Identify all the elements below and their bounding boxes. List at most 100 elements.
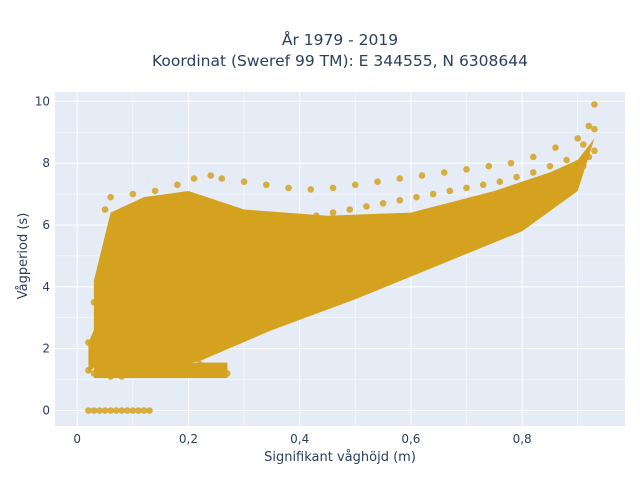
data-point [240, 298, 248, 306]
data-point [363, 241, 370, 249]
data-point [396, 232, 404, 240]
data-point [318, 274, 326, 281]
data-point [146, 237, 153, 244]
data-point [385, 252, 392, 260]
data-point [563, 184, 570, 192]
data-point [146, 407, 153, 414]
data-point [196, 246, 203, 254]
data-point [541, 196, 548, 204]
data-point [90, 407, 98, 414]
data-point [129, 371, 137, 379]
data-point [346, 206, 354, 213]
data-point [507, 159, 515, 167]
data-point [196, 360, 203, 368]
scatter-points [85, 101, 598, 414]
data-point [496, 203, 504, 210]
data-point [179, 230, 187, 238]
data-point [140, 370, 148, 377]
data-point [196, 227, 203, 235]
data-point [90, 370, 98, 377]
data-point [268, 234, 276, 241]
data-point [107, 407, 114, 414]
data-point [246, 221, 253, 229]
data-point [263, 220, 270, 227]
data-point [129, 314, 137, 322]
data-point [107, 326, 114, 334]
data-point [196, 314, 203, 322]
data-point [552, 144, 559, 151]
data-point [579, 162, 587, 170]
data-point [479, 181, 487, 189]
data-point [579, 141, 587, 148]
data-point [529, 169, 537, 176]
data-point [240, 178, 248, 185]
data-point [479, 209, 487, 216]
x-axis-label: Signifikant våghöjd (m) [264, 450, 416, 465]
data-point [212, 226, 220, 233]
data-point [129, 190, 137, 198]
data-point [174, 181, 181, 189]
data-point [518, 193, 526, 201]
data-point [407, 218, 415, 226]
data-point [351, 181, 359, 189]
data-point [107, 193, 114, 201]
data-point [379, 200, 387, 207]
data-point [196, 289, 203, 297]
data-point [263, 269, 270, 277]
data-point [296, 260, 303, 267]
data-point [463, 184, 470, 192]
data-point [340, 264, 348, 272]
y-tick-label: 6 [42, 218, 50, 232]
data-point [85, 407, 92, 414]
data-point [240, 237, 248, 244]
data-point [307, 186, 315, 193]
data-point [413, 193, 420, 201]
data-point [279, 264, 287, 272]
data-point [123, 407, 131, 414]
y-tick-label: 10 [35, 94, 50, 108]
data-point [151, 367, 159, 374]
data-point [440, 169, 448, 176]
x-tick-label: 0,2 [179, 432, 198, 446]
data-point [463, 206, 470, 213]
data-point [90, 298, 98, 306]
data-point [162, 329, 170, 337]
data-point [212, 308, 220, 315]
data-point [179, 295, 187, 303]
data-point [185, 359, 192, 366]
data-point [363, 258, 370, 266]
data-point [463, 213, 470, 221]
y-tick-labels: 0 2 4 6 8 10 [35, 94, 50, 417]
data-point [162, 363, 170, 371]
point-cloud-low-band [93, 362, 228, 379]
data-point [329, 209, 337, 216]
data-point [529, 153, 537, 161]
data-point [151, 187, 159, 195]
data-point [101, 268, 109, 275]
data-point [407, 246, 415, 254]
data-point [585, 122, 593, 130]
data-point [585, 153, 593, 161]
data-point [329, 251, 337, 258]
data-point [140, 407, 148, 414]
data-point [396, 196, 404, 204]
data-point [591, 101, 598, 108]
data-point [151, 264, 159, 272]
data-point [118, 320, 126, 328]
data-point [279, 218, 287, 226]
y-tick-label: 0 [42, 404, 50, 418]
data-point [374, 178, 381, 185]
data-point [379, 237, 387, 244]
data-point [101, 371, 109, 379]
data-point [96, 407, 103, 414]
data-point [129, 243, 137, 250]
point-cloud-left-edge [88, 323, 105, 374]
data-point [429, 190, 437, 198]
data-point [140, 339, 148, 346]
data-point [101, 407, 109, 414]
data-point [118, 351, 126, 359]
x-tick-label: 0,6 [401, 432, 420, 446]
data-point [146, 308, 153, 315]
y-tick-label: 8 [42, 156, 50, 170]
